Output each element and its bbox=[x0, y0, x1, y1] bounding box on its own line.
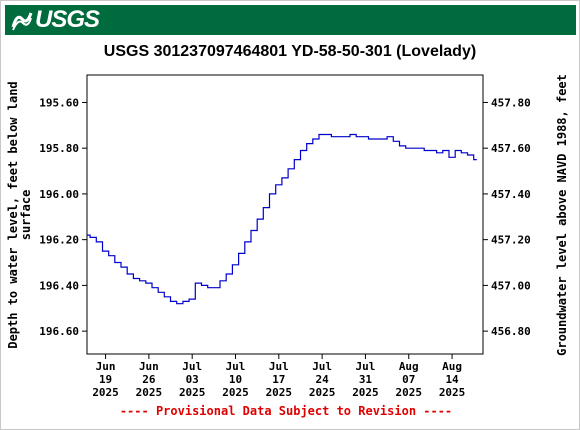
x-tick-day: 03 bbox=[186, 373, 199, 386]
y-left-tick-label: 196.00 bbox=[39, 188, 79, 201]
y-right-tick-label: 457.80 bbox=[491, 96, 531, 109]
y-left-label-line1: Depth to water level, feet below land bbox=[6, 81, 20, 348]
plot-area bbox=[86, 74, 484, 355]
x-tick-year: 2025 bbox=[266, 386, 293, 399]
y-right-tick-label: 457.60 bbox=[491, 142, 531, 155]
x-tick-year: 2025 bbox=[136, 386, 163, 399]
x-tick-year: 2025 bbox=[439, 386, 466, 399]
x-tick-day: 31 bbox=[359, 373, 373, 386]
x-tick-day: 17 bbox=[272, 373, 285, 386]
y-right-tick-label: 457.00 bbox=[491, 279, 531, 292]
x-tick-month: Jun bbox=[96, 360, 116, 373]
y-left-axis-label: Depth to water level, feet below land su… bbox=[6, 81, 33, 348]
x-tick-day: 10 bbox=[229, 373, 242, 386]
x-tick-month: Aug bbox=[442, 360, 462, 373]
y-left-label-line2: surface bbox=[19, 190, 33, 241]
usgs-wave-icon bbox=[11, 12, 33, 31]
x-tick-month: Jul bbox=[356, 360, 376, 373]
x-tick-month: Jul bbox=[226, 360, 246, 373]
y-right-axis-label: Groundwater level above NAVD 1988, feet bbox=[555, 74, 569, 356]
x-tick-day: 24 bbox=[316, 373, 330, 386]
y-left-tick-label: 196.40 bbox=[39, 279, 79, 292]
usgs-banner: USGS bbox=[5, 5, 576, 35]
chart-title: USGS 301237097464801 YD-58-50-301 (Lovel… bbox=[103, 43, 477, 60]
x-tick-month: Jun bbox=[139, 360, 159, 373]
x-tick-year: 2025 bbox=[352, 386, 379, 399]
ticks-layer: 195.60 195.80 196.00 196.20 196.40 196.60 457.… bbox=[39, 96, 531, 399]
x-tick-year: 2025 bbox=[396, 386, 423, 399]
usgs-logo-text: USGS bbox=[35, 6, 100, 33]
y-right-tick-label: 456.80 bbox=[491, 325, 531, 338]
x-tick-month: Jul bbox=[182, 360, 202, 373]
y-left-tick-label: 196.20 bbox=[39, 234, 79, 247]
x-tick-year: 2025 bbox=[92, 386, 119, 399]
x-tick-year: 2025 bbox=[222, 386, 249, 399]
y-left-tick-label: 195.60 bbox=[39, 96, 79, 109]
x-tick-month: Aug bbox=[399, 360, 419, 373]
provisional-note: ---- Provisional Data Subject to Revisio… bbox=[120, 404, 452, 418]
x-tick-day: 14 bbox=[445, 373, 459, 386]
x-tick-month: Jul bbox=[269, 360, 289, 373]
y-left-tick-label: 195.80 bbox=[39, 142, 79, 155]
x-tick-year: 2025 bbox=[309, 386, 336, 399]
y-right-tick-label: 457.40 bbox=[491, 188, 531, 201]
x-tick-year: 2025 bbox=[179, 386, 206, 399]
x-tick-day: 07 bbox=[402, 373, 415, 386]
series-line bbox=[87, 133, 477, 305]
usgs-logo[interactable]: USGS bbox=[11, 5, 100, 35]
x-tick-day: 26 bbox=[142, 373, 156, 386]
x-tick-day: 19 bbox=[99, 373, 112, 386]
series-layer bbox=[87, 133, 477, 305]
x-tick-month: Jul bbox=[312, 360, 332, 373]
y-left-tick-label: 196.60 bbox=[39, 325, 79, 338]
y-right-tick-label: 457.20 bbox=[491, 234, 531, 247]
